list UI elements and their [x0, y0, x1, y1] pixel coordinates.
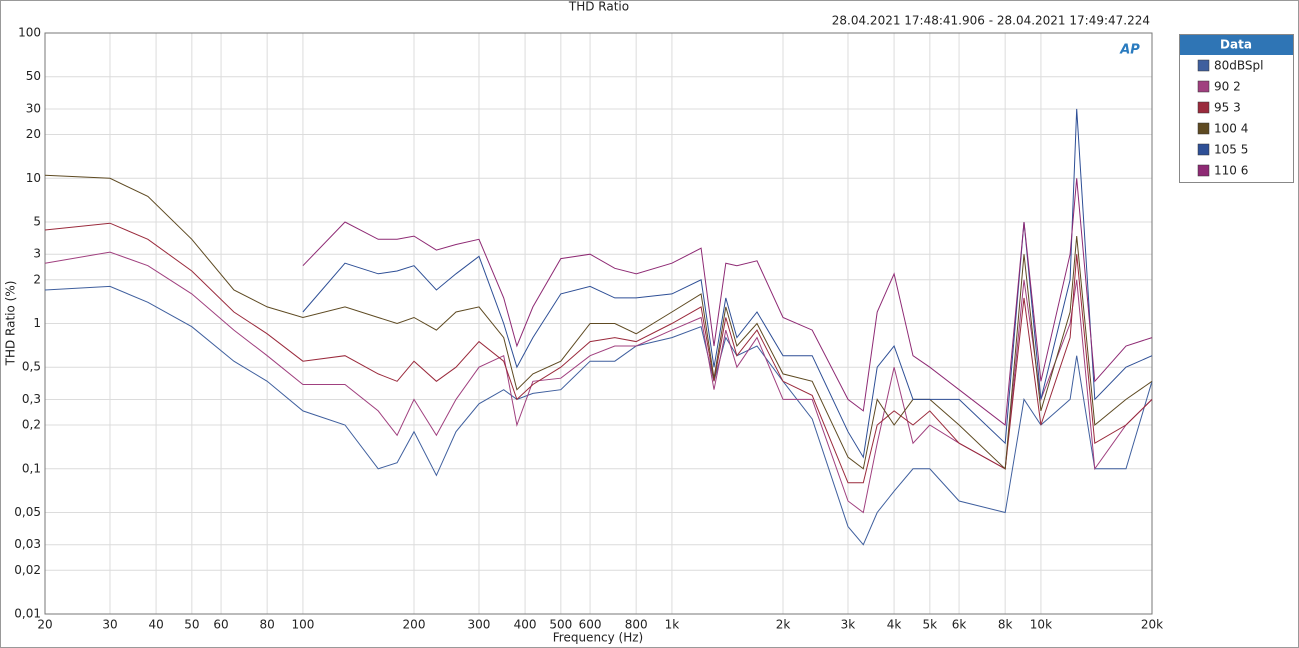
x-tick-label: 600 — [579, 618, 602, 632]
x-tick-label: 40 — [148, 618, 163, 632]
y-tick-label: 0,01 — [14, 607, 41, 621]
legend-label: 80dBSpl — [1214, 59, 1263, 73]
chart-title: THD Ratio — [568, 0, 629, 14]
x-tick-label: 1k — [665, 618, 680, 632]
legend-swatch — [1197, 122, 1210, 135]
y-tick-label: 0,03 — [14, 537, 41, 551]
legend-swatch — [1197, 101, 1210, 114]
x-axis-label: Frequency (Hz) — [553, 631, 644, 645]
y-axis-label: THD Ratio (%) — [4, 281, 18, 367]
legend-swatch — [1197, 80, 1210, 93]
y-tick-label: 0,1 — [22, 461, 41, 475]
legend-label: 100 4 — [1214, 122, 1248, 136]
legend-label: 95 3 — [1214, 101, 1241, 115]
y-tick-label: 3 — [33, 247, 41, 261]
x-tick-label: 5k — [923, 618, 938, 632]
y-tick-label: 0,2 — [22, 418, 41, 432]
y-tick-label: 10 — [26, 171, 41, 185]
x-tick-label: 20k — [1141, 618, 1163, 632]
legend-header — [1180, 35, 1293, 55]
x-tick-label: 10k — [1030, 618, 1052, 632]
x-tick-label: 30 — [102, 618, 117, 632]
x-tick-label: 400 — [514, 618, 537, 632]
x-tick-label: 2k — [776, 618, 791, 632]
x-tick-label: 80 — [260, 618, 275, 632]
x-tick-label: 60 — [213, 618, 228, 632]
y-tick-label: 2 — [33, 272, 41, 286]
series-line — [44, 174, 1153, 470]
x-tick-label: 200 — [403, 618, 426, 632]
legend-swatch — [1197, 164, 1210, 177]
y-tick-label: 30 — [26, 101, 41, 115]
legend-swatch — [1197, 59, 1210, 72]
x-tick-label: 500 — [549, 618, 572, 632]
y-tick-label: 5 — [33, 214, 41, 228]
legend-swatch — [1197, 143, 1210, 156]
legend-title: Data — [1220, 38, 1252, 52]
x-tick-label: 20 — [37, 618, 52, 632]
x-tick-label: 50 — [184, 618, 199, 632]
series-line — [44, 285, 1153, 546]
y-tick-label: 0,5 — [22, 360, 41, 374]
timestamp: 28.04.2021 17:48:41.906 - 28.04.2021 17:… — [832, 14, 1150, 28]
legend-label: 105 5 — [1214, 143, 1248, 157]
x-tick-label: 3k — [841, 618, 856, 632]
x-tick-label: 100 — [291, 618, 314, 632]
plot-area — [44, 32, 1153, 615]
legend-label: 110 6 — [1214, 164, 1248, 178]
y-tick-label: 1 — [33, 316, 41, 330]
x-tick-label: 6k — [952, 618, 967, 632]
x-tick-label: 800 — [625, 618, 648, 632]
y-tick-label: 100 — [18, 26, 41, 40]
series-line — [44, 222, 1153, 484]
y-tick-label: 0,3 — [22, 392, 41, 406]
y-tick-label: 0,02 — [14, 563, 41, 577]
legend-label: 90 2 — [1214, 80, 1241, 94]
y-tick-label: 0,05 — [14, 505, 41, 519]
y-tick-label: 20 — [26, 127, 41, 141]
logo: AP — [1119, 43, 1140, 58]
x-tick-label: 8k — [998, 618, 1013, 632]
y-tick-label: 50 — [26, 69, 41, 83]
x-tick-label: 300 — [468, 618, 491, 632]
series-line — [302, 178, 1153, 426]
x-tick-label: 4k — [887, 618, 902, 632]
